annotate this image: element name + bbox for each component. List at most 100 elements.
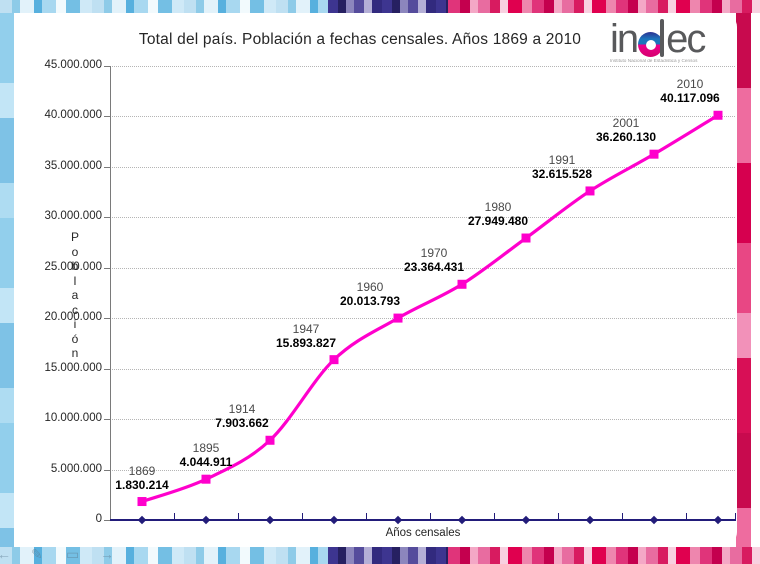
gridline (110, 419, 735, 421)
slideshow-menu-icon[interactable]: ▭ (66, 546, 80, 562)
x-axis-diamond-marker (329, 515, 339, 525)
y-axis-tick-label: 15.000.000 (44, 361, 102, 374)
data-label: 2010 40.117.096 (660, 77, 719, 105)
data-label-value: 7.903.662 (215, 416, 269, 431)
y-axis-tick-label: 40.000.000 (44, 109, 102, 122)
y-axis-tick-mark (104, 217, 110, 219)
data-label: 1869 1.830.214 (115, 464, 168, 492)
data-label: 1960 20.013.793 (340, 280, 400, 308)
data-point-marker (137, 497, 147, 507)
data-label: 1980 27.949.480 (468, 200, 528, 228)
x-axis-diamond-marker (713, 515, 723, 525)
data-label-value: 40.117.096 (660, 91, 720, 106)
x-axis-diamond-marker (521, 515, 531, 525)
slideshow-pen-icon[interactable]: ✎ (31, 546, 43, 562)
slideshow-forward-icon[interactable]: → (100, 546, 114, 562)
data-label-value: 20.013.793 (339, 294, 401, 309)
gridline (110, 368, 735, 370)
data-point-marker (649, 149, 659, 159)
y-axis-tick-mark (104, 469, 110, 471)
y-axis-tick-mark (104, 166, 110, 168)
left-border-stripe (0, 13, 14, 547)
data-label-year: 1895 (192, 441, 220, 456)
x-axis-line (110, 519, 736, 521)
data-label: 2001 36.260.130 (596, 116, 656, 144)
y-axis-tick-label: 30.000.000 (44, 210, 102, 223)
x-axis-diamond-marker (393, 515, 403, 525)
data-label-value: 27.949.480 (467, 214, 529, 229)
right-border-stripe (736, 13, 751, 547)
y-axis-tick-label: 45.000.000 (44, 59, 102, 71)
x-axis-diamond-marker (201, 515, 211, 525)
x-axis-diamond-marker (265, 515, 275, 525)
data-label-year: 2010 (676, 77, 704, 92)
x-axis-tick-mark (238, 513, 239, 519)
y-axis-tick-label: 0 (95, 513, 102, 525)
data-point-marker (585, 186, 595, 196)
data-label-year: 1970 (420, 246, 448, 261)
y-axis-title: P o b l a c i ó n (70, 230, 79, 360)
data-point-marker (201, 474, 211, 484)
x-axis-tick-mark (302, 513, 303, 519)
data-label-value: 23.364.431 (403, 260, 465, 275)
x-axis-tick-mark (366, 513, 367, 519)
data-point-marker (457, 279, 467, 289)
x-axis-tick-mark (558, 513, 559, 519)
indec-logo-d-stem (659, 19, 665, 57)
gridline (110, 66, 735, 67)
y-axis-tick-mark (104, 116, 110, 118)
slideshow-back-icon[interactable]: ← (0, 546, 11, 562)
top-border-purple-stripes (328, 0, 448, 13)
gridline (110, 318, 735, 320)
x-axis-tick-mark (735, 513, 736, 519)
data-label-year: 1947 (292, 321, 320, 336)
indec-logo-text-right: ec (666, 17, 706, 61)
bottom-border-stripes (0, 547, 760, 564)
bottom-border-purple-stripes (328, 547, 448, 564)
x-axis-tick-mark (686, 513, 687, 519)
data-label-year: 1960 (356, 280, 384, 295)
data-point-marker (521, 233, 531, 243)
data-label-year: 1991 (548, 152, 576, 167)
data-label: 1895 4.044.911 (180, 441, 233, 469)
y-axis-tick-mark (104, 419, 110, 421)
gridline (110, 469, 735, 471)
data-label-year: 2001 (612, 116, 640, 131)
x-axis-title: Años censales (385, 527, 461, 539)
indec-logo-circle-hole (645, 39, 656, 50)
top-border-blue-stripes (0, 0, 328, 13)
bottom-border-blue-stripes (0, 547, 328, 564)
y-axis-tick-label: 5.000.000 (50, 462, 102, 475)
indec-logo-subtitle: Instituto Nacional de Estadística y Cens… (610, 59, 698, 64)
y-axis-tick-label: 10.000.000 (44, 412, 102, 425)
x-axis-diamond-marker (457, 515, 467, 525)
data-label-value: 1.830.214 (115, 477, 169, 492)
y-axis-tick-mark (104, 520, 110, 521)
data-label-year: 1914 (228, 402, 256, 417)
x-axis-diamond-marker (137, 515, 147, 525)
x-axis-tick-mark (430, 513, 431, 519)
x-axis-diamond-marker (585, 515, 595, 525)
y-axis-tick-mark (104, 318, 110, 320)
gridline (110, 166, 735, 168)
top-border-pink-stripes (448, 0, 760, 13)
y-axis-tick-label: 25.000.000 (44, 260, 102, 273)
x-axis-tick-mark (174, 513, 175, 519)
data-label: 1947 15.893.827 (276, 322, 336, 350)
top-border-stripes (0, 0, 760, 13)
data-point-marker (265, 435, 275, 445)
gridline (110, 217, 735, 219)
data-point-marker (329, 355, 339, 365)
y-axis-tick-mark (104, 66, 110, 67)
data-label-year: 1980 (484, 200, 512, 215)
data-label: 1991 32.615.528 (532, 153, 592, 181)
data-label-value: 4.044.911 (179, 455, 233, 470)
x-axis-tick-mark (494, 513, 495, 519)
indec-logo: in ec Instituto Nacional de Estadística … (610, 19, 738, 65)
data-label-value: 32.615.528 (531, 166, 593, 181)
x-axis-diamond-marker (649, 515, 659, 525)
x-axis-tick-mark (622, 513, 623, 519)
indec-logo-text-left: in (610, 17, 639, 61)
data-label-value: 15.893.827 (275, 335, 337, 350)
